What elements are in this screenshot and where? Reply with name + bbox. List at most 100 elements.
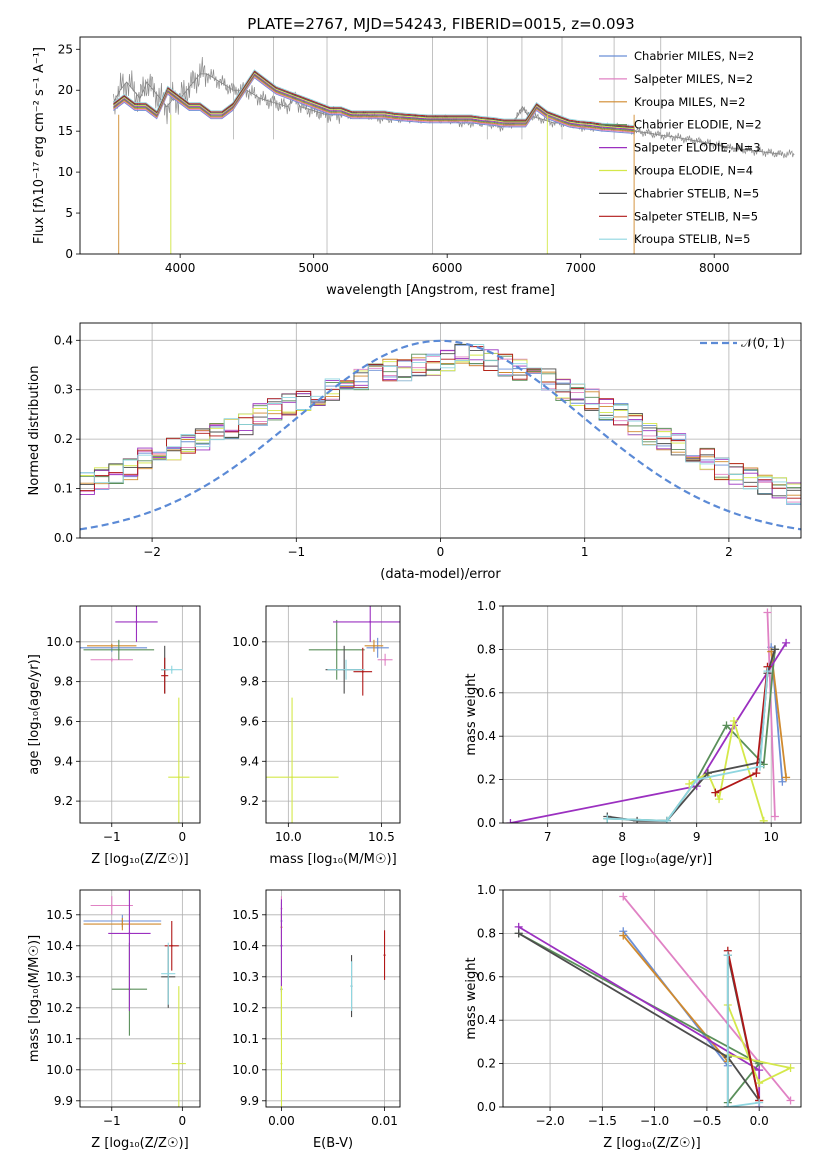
y-axis-label: Normed distribution — [27, 366, 42, 496]
tick-label-y: 0.3 — [54, 383, 73, 397]
gaussian-reference-curve — [80, 339, 801, 531]
tick-label-y: 10 — [58, 165, 73, 179]
tick-label-y: 25 — [58, 42, 73, 56]
tick-label-y: 0.2 — [477, 773, 496, 787]
axes-frame — [265, 605, 401, 824]
weight-marker — [603, 814, 612, 823]
tick-label-x: 7000 — [565, 261, 596, 275]
weight-marker — [759, 816, 768, 823]
data-point — [110, 644, 113, 647]
panel-weight-vs-age: 7 8 9 10 0.0 0.2 0.4 0.6 0.8 1.0 age [log₁₀(age/yr… — [464, 599, 802, 867]
axes-frame — [79, 322, 802, 539]
tick-label-x: 6000 — [432, 261, 463, 275]
tick-label-y: 0.2 — [54, 432, 73, 446]
data-point — [376, 646, 379, 649]
weight-marker — [685, 779, 694, 788]
weight-marker — [755, 1066, 764, 1075]
tick-label-y: 5 — [65, 206, 73, 220]
weight-series-line — [607, 649, 776, 822]
y-axis-label: age [log₁₀(age/yr)] — [27, 654, 42, 775]
legend-label: Chabrier MILES, N=2 — [634, 49, 754, 63]
tick-label-x: 0.0 — [750, 1114, 769, 1128]
weight-marker — [723, 1103, 732, 1107]
tick-label-y: 10.4 — [232, 939, 259, 953]
tick-label-x: 1 — [581, 545, 589, 559]
weight-series-line — [726, 955, 760, 1107]
residual-histogram — [80, 346, 801, 499]
x-axis-label: E(B-V) — [313, 1136, 353, 1151]
weight-series-line — [726, 950, 761, 1101]
x-axis-label: Z [log₁₀(Z/Z☉)] — [91, 852, 188, 867]
weight-marker — [514, 929, 523, 938]
panel-age-vs-Z: −1 0 9.2 9.4 9.6 9.8 10.0 Z [log₁₀(Z/Z☉)] age [l… — [27, 605, 201, 867]
axes-frame — [502, 605, 802, 824]
tick-label-y: 0.0 — [477, 1100, 496, 1114]
x-axis-label: Z [log₁₀(Z/Z☉)] — [603, 1136, 700, 1151]
x-axis-label: wavelength [Angstrom, rest frame] — [326, 283, 555, 298]
data-point — [291, 776, 294, 779]
weight-marker — [763, 608, 772, 617]
tick-label-y: 9.4 — [54, 754, 73, 768]
tick-label-y: 0.6 — [477, 970, 496, 984]
weight-series-line — [607, 649, 776, 822]
weight-marker — [722, 721, 731, 730]
data-point — [121, 923, 124, 926]
panel-weight-vs-Z: −2.0 −1.5 −1.0 −0.5 0.0 0.0 0.2 0.4 0.6 0.8 1.0 Z [… — [464, 883, 802, 1151]
tick-label-x: −1.5 — [588, 1114, 617, 1128]
tick-label-x: 5000 — [298, 261, 329, 275]
tick-label-y: 10.0 — [46, 635, 73, 649]
data-point — [167, 972, 170, 975]
plot-area-weight-vs-Z — [514, 892, 795, 1107]
tick-label-x: 0 — [179, 830, 187, 844]
tick-label-y: 10.0 — [232, 1063, 259, 1077]
tick-label-y: 10.1 — [232, 1032, 259, 1046]
tick-label-x: −1.0 — [640, 1114, 669, 1128]
plot-area-residuals — [80, 339, 801, 531]
weight-marker — [619, 892, 628, 901]
axes-frame — [265, 889, 401, 1108]
tick-label-y: 1.0 — [477, 883, 496, 897]
weight-marker — [715, 795, 724, 804]
tick-label-x: −2 — [143, 545, 161, 559]
tick-label-y: 10.0 — [232, 635, 259, 649]
weight-marker — [752, 769, 761, 778]
weight-marker — [692, 775, 701, 784]
tick-label-x: 8000 — [699, 261, 730, 275]
y-axis-label: Flux [fλ10⁻¹⁷ erg cm⁻² s⁻¹ A⁻¹] — [32, 47, 47, 244]
legend-label: Kroupa STELIB, N=5 — [634, 232, 751, 246]
data-point — [117, 648, 120, 651]
data-point — [345, 668, 348, 671]
tick-label-y: 9.2 — [240, 794, 259, 808]
legend-label: Kroupa MILES, N=2 — [634, 95, 746, 109]
weight-marker — [786, 1063, 795, 1072]
model-spectrum-line — [113, 71, 635, 129]
tick-label-x: 4000 — [165, 261, 196, 275]
axes-frame — [502, 889, 802, 1108]
tick-label-x: 8 — [618, 830, 626, 844]
data-point — [361, 670, 364, 673]
data-point — [110, 904, 113, 907]
model-spectrum-line — [113, 72, 635, 129]
legend-label: Chabrier ELODIE, N=2 — [634, 118, 762, 132]
weight-marker — [770, 645, 779, 654]
y-axis-label: mass weight — [464, 957, 479, 1039]
data-point — [280, 944, 283, 947]
residual-legend: 𝒩(0, 1) — [700, 336, 785, 350]
panel-age-vs-mass: 10.0 10.5 9.2 9.4 9.6 9.8 10.0 mass [log₁₀(M/M☉… — [232, 605, 401, 867]
residual-histogram — [80, 344, 801, 505]
plot-area-mass-vs-Z — [83, 890, 186, 1107]
weight-marker — [755, 1079, 764, 1088]
panel-mass-vs-EBV: 0.00 0.01 9.9 10.0 10.1 10.2 10.3 10.4 10.5 E(B-V… — [232, 889, 401, 1151]
tick-label-y: 1.0 — [477, 599, 496, 613]
tick-label-y: 10.2 — [46, 1001, 73, 1015]
tick-label-x: 2 — [725, 545, 733, 559]
x-axis-label: age [log₁₀(age/yr)] — [592, 852, 713, 867]
weight-marker — [782, 773, 791, 782]
weight-marker — [723, 951, 732, 960]
data-point — [335, 648, 338, 651]
data-point — [369, 620, 372, 623]
legend-label: Salpeter ELODIE, N=3 — [634, 141, 761, 155]
model-spectrum-line — [113, 69, 635, 127]
model-spectrum-line — [113, 70, 635, 128]
